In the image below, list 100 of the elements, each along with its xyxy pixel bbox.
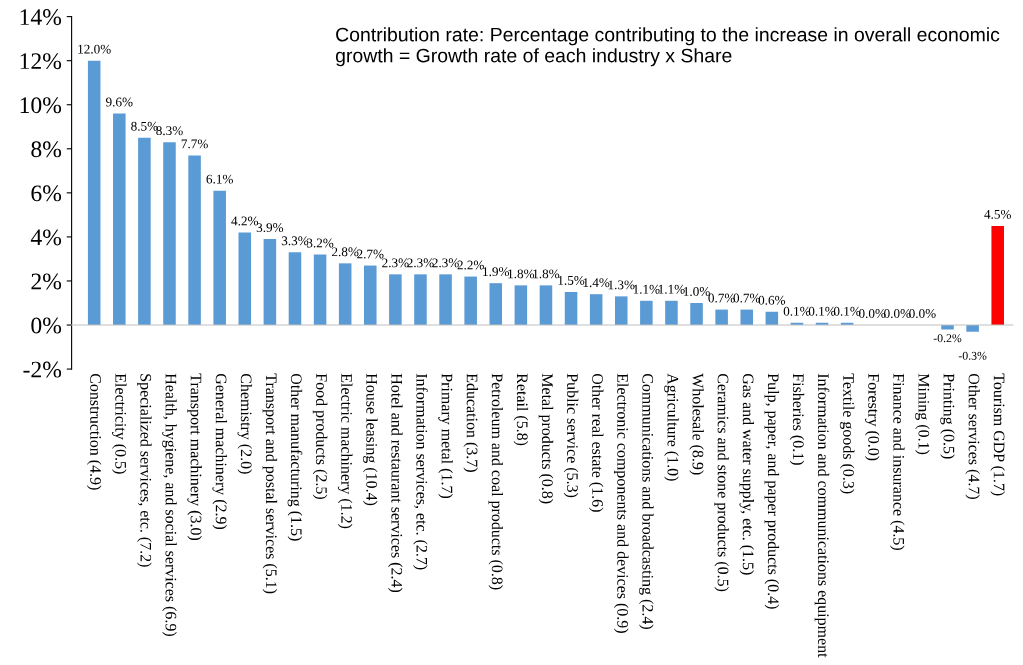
bar [991,225,1004,326]
x-tick-label: Printing (0.5) [940,373,955,459]
x-tick-label: Ceramics and stone products (0.5) [714,373,729,592]
data-label: 9.6% [105,97,133,107]
bar [740,309,754,326]
x-tick-label: Specialized services, etc. (7.2) [137,374,152,567]
data-label: 0.1% [833,306,861,316]
x-tick-label: Other real estate (1.6) [588,373,604,512]
data-label: 1.0% [683,287,710,296]
y-tick-label: 6% [31,185,62,202]
x-tick-label: Finance and insurance (4.5) [890,373,905,550]
bar [966,325,979,332]
x-tick-label: Fisheries (0.1) [789,373,805,465]
data-label: 12.0% [78,44,111,54]
x-tick-label: Transport machinery (3.0) [187,373,202,541]
bar [113,113,126,326]
x-tick-label: Wholesale (8.9) [689,373,704,475]
x-tick-label: Information and communications equipment [814,373,830,658]
bar [564,291,578,326]
data-label: 0.7% [733,293,761,303]
x-tick-label: Agriculture (1.0) [664,373,679,481]
x-tick-label: Information services, etc. (2.7) [413,373,428,570]
x-tick-label: Electricity (0.5) [112,373,127,474]
bar [715,309,728,326]
x-tick-label: Gas and water supply, etc. (1.5) [739,373,754,575]
bar [238,232,252,326]
x-tick-label: Textile goods (0.3) [839,373,855,494]
bar [87,60,101,326]
data-label: 1.1% [658,284,685,294]
bar [539,285,553,326]
y-tick-label: 2% [31,273,62,290]
y-tick-label: 14% [20,9,62,26]
x-tick-label: Other manufacturing (1.5) [287,373,303,541]
data-label: 1.8% [533,269,560,279]
bar [263,239,277,326]
data-label: 1.1% [633,284,660,294]
bar [313,254,327,326]
data-label: 1.3% [608,280,635,290]
data-label: 0.6% [758,295,786,305]
x-tick-label: Electric machinery (1.2) [337,373,353,529]
y-tick-label: -2% [23,361,62,378]
data-label: 7.7% [181,139,208,149]
data-label: -0.3% [958,351,987,360]
y-tick-label: 8% [31,141,62,158]
bar [489,283,503,326]
x-tick-label: Retail (5.8) [513,373,529,446]
y-tick-label: 10% [20,97,62,114]
bar [364,265,377,326]
data-label: -0.2% [933,334,962,343]
data-label: 8.3% [156,126,183,136]
bar [389,274,402,326]
x-tick-label: Primary metal (1.7) [438,373,453,499]
x-tick-label: Forestry (0.0) [864,373,880,461]
x-tick-label: Metal products (0.8) [538,373,554,504]
annotation: Contribution rate: Percentage contributing to the increase in overall economic growth = Growth rate of each industry x Share [335,27,1000,67]
x-tick-label: Transport and postal services (5.1) [262,373,278,594]
data-label: 0.7% [708,293,735,303]
bar [640,300,653,326]
x-tick-label: Other services (4.7) [965,373,980,499]
bar [163,142,176,326]
bar [188,155,201,326]
x-tick-label: Mining (0.1) [915,373,930,455]
x-tick-label: Petroleum and coal products (0.8) [488,373,503,590]
data-label: 3.2% [306,238,334,248]
data-label: 2.3% [432,258,459,268]
x-tick-label: Pulp, paper, and paper products (0.4) [764,373,780,609]
data-label: 1.4% [583,278,610,288]
x-tick-label: Hotel and restaurant services (2.4) [388,373,403,593]
x-tick-label: Construction (4.9) [86,373,102,490]
data-label: 1.9% [483,267,510,277]
x-tick-label: Health, hygiene, and social services (6.9) [162,373,177,636]
data-label: 8.5% [131,121,158,131]
data-label: 3.3% [281,236,309,246]
x-tick-label: Food products (2.5) [312,373,328,499]
data-label: 4.2% [231,216,259,226]
x-tick-label: Tourism GDP (1.7) [990,373,1005,496]
data-label: 2.3% [382,258,409,268]
bar [138,137,151,326]
data-label: 0.0% [884,309,911,318]
data-label: 2.3% [407,258,434,268]
bar [213,190,226,326]
bar [614,296,628,326]
y-tick-label: 4% [30,229,62,246]
x-tick-label: General machinery (2.9) [212,373,227,530]
y-tick-label: 12% [20,53,62,70]
bar [464,276,477,326]
x-tick-label: Public service (5.3) [563,373,579,498]
x-tick-label: Education (3.7) [463,373,478,472]
bar [288,252,302,326]
data-label: 0.0% [858,309,886,318]
bar [414,274,427,326]
bar [514,285,528,326]
data-label: 6.1% [206,174,233,184]
data-label: 3.9% [256,223,284,233]
data-label: 0.0% [909,309,936,318]
data-label: 0.1% [783,306,811,316]
bar [690,302,703,326]
data-label: 0.1% [808,306,836,316]
x-tick-label: Communications and broadcasting (2.4) [639,373,654,629]
data-label: 2.8% [332,247,359,257]
